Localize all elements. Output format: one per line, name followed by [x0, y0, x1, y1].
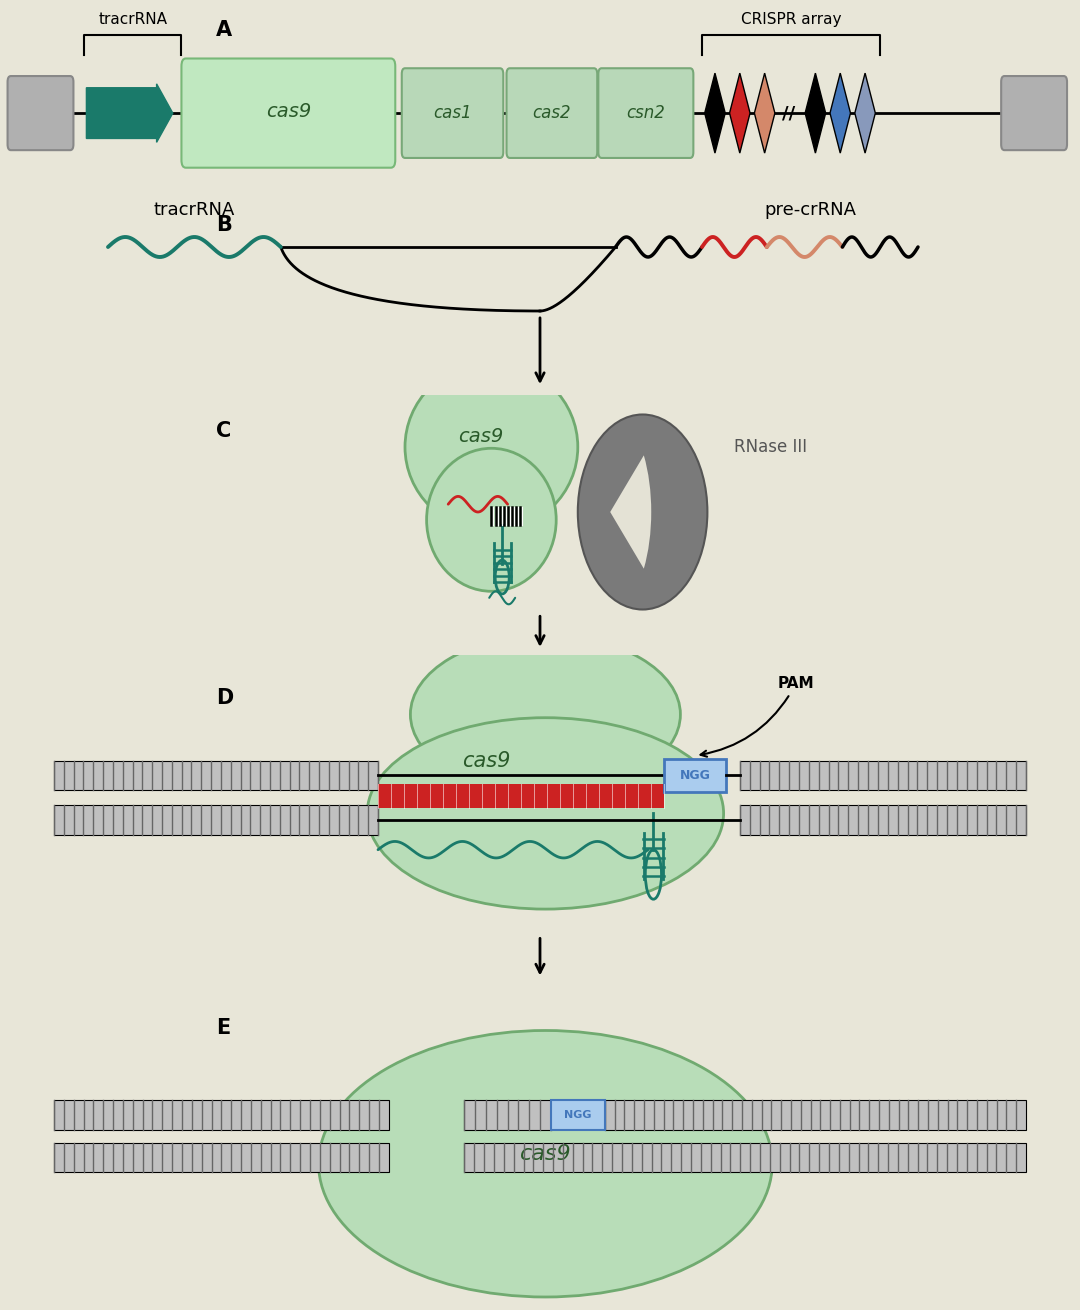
Text: cas9: cas9 [458, 427, 503, 447]
FancyArrow shape [86, 84, 173, 143]
Ellipse shape [405, 363, 578, 532]
Polygon shape [730, 73, 750, 153]
Bar [378, 783, 664, 808]
FancyBboxPatch shape [1001, 76, 1067, 151]
Bar [464, 1100, 551, 1129]
Bar [605, 1100, 1026, 1129]
Polygon shape [754, 73, 775, 153]
Bar [54, 761, 378, 790]
Bar [740, 806, 1026, 834]
Bar [551, 1100, 605, 1129]
Text: E: E [216, 1018, 230, 1038]
Bar [54, 1142, 389, 1172]
Text: cas9: cas9 [462, 751, 510, 770]
Text: //: // [782, 103, 795, 122]
Text: cas9: cas9 [266, 102, 311, 121]
Bar [664, 758, 726, 793]
Text: B: B [216, 215, 232, 234]
Wedge shape [610, 456, 651, 569]
FancyBboxPatch shape [507, 68, 597, 159]
FancyBboxPatch shape [402, 68, 503, 159]
Text: NGG: NGG [679, 769, 711, 782]
Ellipse shape [578, 414, 707, 609]
Text: cas9: cas9 [519, 1144, 571, 1165]
FancyBboxPatch shape [8, 76, 73, 151]
Text: PAM: PAM [701, 676, 814, 757]
Bar [54, 1100, 389, 1129]
Text: CRISPR array: CRISPR array [741, 12, 841, 28]
Text: csn2: csn2 [626, 103, 665, 122]
Ellipse shape [410, 635, 680, 794]
Text: tracrRNA: tracrRNA [98, 12, 167, 28]
Bar [740, 761, 1026, 790]
Text: RNase III: RNase III [734, 438, 808, 456]
Text: D: D [216, 688, 233, 707]
Text: A: A [216, 20, 232, 39]
Polygon shape [855, 73, 876, 153]
Polygon shape [831, 73, 851, 153]
Text: tracrRNA: tracrRNA [153, 200, 235, 219]
Ellipse shape [319, 1031, 772, 1297]
Polygon shape [806, 73, 825, 153]
Text: cas1: cas1 [433, 103, 472, 122]
Bar [464, 1142, 1026, 1172]
Polygon shape [705, 73, 726, 153]
Text: C: C [216, 421, 231, 441]
Text: pre-crRNA: pre-crRNA [764, 200, 856, 219]
FancyBboxPatch shape [181, 59, 395, 168]
Bar [54, 806, 378, 834]
Ellipse shape [427, 448, 556, 591]
Text: NGG: NGG [564, 1110, 592, 1120]
Ellipse shape [367, 718, 724, 909]
Text: cas2: cas2 [532, 103, 571, 122]
FancyBboxPatch shape [598, 68, 693, 159]
